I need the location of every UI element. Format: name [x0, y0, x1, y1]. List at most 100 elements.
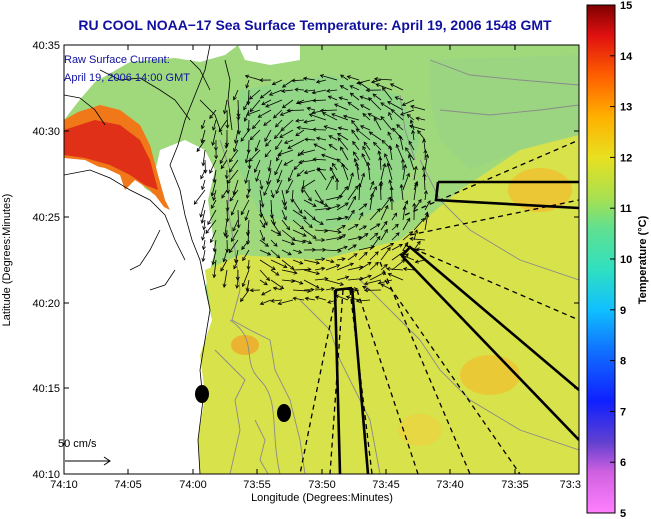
- current-vector: [201, 179, 206, 190]
- current-vector-head: [389, 242, 395, 247]
- current-vector: [331, 113, 349, 121]
- current-vector-head: [321, 257, 326, 262]
- current-vector-head: [421, 165, 426, 171]
- current-vector-head: [246, 111, 251, 116]
- current-vector-head: [293, 165, 298, 170]
- current-vector-head: [376, 208, 381, 213]
- current-vector-head: [341, 257, 346, 262]
- current-vector: [358, 81, 371, 91]
- current-vector-head: [199, 213, 204, 218]
- current-vector-head: [382, 162, 387, 168]
- current-vector: [325, 175, 334, 191]
- current-vector-head: [328, 135, 333, 139]
- current-vector: [372, 93, 382, 101]
- current-vector: [283, 159, 294, 166]
- current-vector: [242, 269, 250, 287]
- current-vector-head: [363, 251, 368, 256]
- current-vector-head: [373, 185, 377, 191]
- current-vector: [225, 139, 228, 149]
- current-vector-head: [408, 153, 412, 159]
- current-vector: [328, 95, 338, 101]
- current-vector-head: [196, 147, 201, 153]
- current-vector-head: [290, 265, 295, 270]
- current-vector: [275, 179, 283, 194]
- current-vector-head: [235, 284, 240, 289]
- current-vector: [229, 149, 239, 163]
- current-vector: [269, 89, 283, 96]
- current-vector: [210, 229, 217, 243]
- current-vector-head: [368, 97, 373, 102]
- current-vector: [347, 101, 360, 111]
- current-vector-head: [223, 232, 228, 237]
- current-vector: [196, 139, 206, 152]
- current-vector: [211, 199, 217, 209]
- current-vector-head: [323, 125, 328, 130]
- current-vector-head: [249, 108, 254, 113]
- current-vector: [321, 154, 338, 161]
- y-tick-label: 40:10: [32, 469, 60, 481]
- current-vector-head: [398, 134, 403, 139]
- colorbar-tick-label: 6: [620, 457, 626, 469]
- current-vector-head: [234, 258, 239, 264]
- current-vector-head: [201, 185, 205, 191]
- current-vector-head: [270, 298, 275, 303]
- current-vector: [281, 189, 286, 206]
- current-vector-head: [245, 194, 250, 199]
- current-vector: [314, 289, 325, 291]
- land-white-gap: [238, 45, 300, 65]
- current-vector: [213, 169, 217, 183]
- current-vector: [416, 117, 426, 121]
- current-vector: [356, 128, 371, 141]
- current-vector-head: [414, 180, 419, 186]
- current-vector: [246, 109, 261, 116]
- current-vector: [387, 101, 404, 111]
- map-title: RU COOL NOAA−17 Sea Surface Temperature:…: [78, 17, 552, 33]
- current-vector: [229, 159, 239, 173]
- current-vector-head: [304, 296, 309, 301]
- current-vector: [201, 209, 206, 224]
- x-axis-ticks: 74:10 74:05 74:00 73:55 73:50 73:45 73:40 73:35…: [50, 45, 581, 491]
- current-vector: [259, 209, 268, 226]
- current-vector-head: [297, 152, 302, 157]
- current-vector: [314, 189, 324, 204]
- current-vector-head: [312, 157, 317, 162]
- current-vector-head: [425, 153, 430, 159]
- current-vector: [316, 79, 327, 83]
- colorbar-tick-label: 11: [620, 203, 632, 215]
- current-vector: [304, 89, 316, 92]
- current-vector-head: [219, 159, 224, 165]
- current-time-label: April 19, 2006 14:00 GMT: [64, 72, 190, 84]
- current-vector-head: [414, 259, 419, 264]
- current-vector: [232, 219, 239, 232]
- current-vector: [303, 269, 320, 275]
- current-vector: [413, 218, 425, 231]
- current-vector-head: [329, 166, 334, 172]
- current-vector-head: [338, 96, 343, 101]
- current-vector: [336, 202, 349, 211]
- current-vector: [379, 157, 382, 171]
- current-vector: [220, 259, 228, 272]
- current-vector-head: [249, 288, 254, 293]
- current-vector: [207, 209, 217, 225]
- current-vector: [424, 213, 429, 231]
- current-vector-head: [414, 182, 419, 187]
- current-vector-head: [263, 221, 268, 226]
- current-vector-head: [244, 179, 249, 184]
- current-vector-head: [356, 80, 361, 85]
- current-vector-head: [221, 194, 226, 199]
- current-vector: [392, 128, 404, 141]
- current-vector-head: [308, 224, 313, 229]
- current-vector-head: [291, 78, 296, 83]
- current-vector-head: [283, 264, 288, 268]
- current-vector-head: [294, 87, 299, 92]
- current-vector: [405, 147, 415, 161]
- current-vector: [380, 221, 388, 231]
- current-vector-head: [359, 265, 364, 270]
- current-vector: [391, 259, 406, 271]
- current-vector: [347, 288, 358, 291]
- current-vector-head: [363, 141, 368, 146]
- current-vector: [336, 246, 348, 251]
- current-vector-head: [367, 113, 372, 117]
- current-vector: [213, 259, 217, 278]
- current-vector-head: [376, 235, 381, 241]
